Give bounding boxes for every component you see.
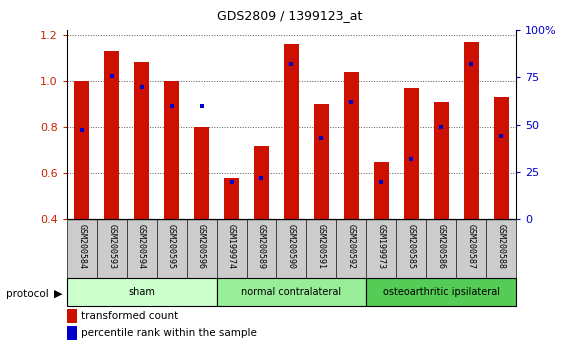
- Text: GSM200592: GSM200592: [347, 224, 356, 269]
- Text: GSM200584: GSM200584: [77, 224, 86, 269]
- Text: percentile rank within the sample: percentile rank within the sample: [81, 328, 257, 338]
- Text: GSM200585: GSM200585: [407, 224, 416, 269]
- Point: [407, 156, 416, 162]
- Text: GSM200589: GSM200589: [257, 224, 266, 269]
- Point: [77, 128, 86, 133]
- Point: [467, 61, 476, 67]
- Bar: [396, 219, 426, 278]
- Bar: [277, 219, 306, 278]
- Bar: [464, 42, 478, 219]
- Point: [107, 73, 116, 78]
- Bar: [224, 178, 239, 219]
- Bar: [426, 219, 456, 278]
- Point: [287, 61, 296, 67]
- Bar: [284, 44, 299, 219]
- Bar: [456, 219, 486, 278]
- Text: sham: sham: [128, 287, 155, 297]
- Point: [496, 133, 506, 139]
- Text: GSM199973: GSM199973: [377, 224, 386, 269]
- Bar: [404, 88, 419, 219]
- Bar: [494, 97, 509, 219]
- Text: GDS2809 / 1399123_at: GDS2809 / 1399123_at: [218, 9, 362, 22]
- Bar: [134, 62, 149, 219]
- Bar: [187, 219, 216, 278]
- Text: GSM200587: GSM200587: [467, 224, 476, 269]
- Bar: [314, 104, 329, 219]
- Bar: [246, 219, 277, 278]
- Bar: [104, 51, 119, 219]
- Bar: [374, 162, 389, 219]
- Bar: [74, 81, 89, 219]
- Text: GSM200596: GSM200596: [197, 224, 206, 269]
- Text: ▶: ▶: [54, 289, 63, 299]
- Bar: [367, 219, 396, 278]
- Point: [257, 175, 266, 181]
- Text: GSM200595: GSM200595: [167, 224, 176, 269]
- Bar: [157, 219, 187, 278]
- Text: GSM200590: GSM200590: [287, 224, 296, 269]
- Text: normal contralateral: normal contralateral: [241, 287, 342, 297]
- Bar: [67, 219, 97, 278]
- Text: GSM199974: GSM199974: [227, 224, 236, 269]
- Text: GSM200591: GSM200591: [317, 224, 326, 269]
- Text: GSM200588: GSM200588: [496, 224, 506, 269]
- Bar: [434, 102, 449, 219]
- Point: [137, 84, 146, 90]
- Point: [437, 124, 446, 130]
- Bar: [306, 219, 336, 278]
- Point: [347, 99, 356, 105]
- Bar: [344, 72, 359, 219]
- Text: GSM200594: GSM200594: [137, 224, 146, 269]
- Bar: [97, 219, 126, 278]
- Point: [317, 135, 326, 141]
- Bar: [126, 219, 157, 278]
- Point: [167, 103, 176, 109]
- Text: transformed count: transformed count: [81, 311, 179, 321]
- Point: [227, 179, 236, 184]
- Text: osteoarthritic ipsilateral: osteoarthritic ipsilateral: [383, 287, 500, 297]
- Point: [197, 103, 206, 109]
- Text: GSM200593: GSM200593: [107, 224, 116, 269]
- Bar: [486, 219, 516, 278]
- Bar: [216, 219, 246, 278]
- Bar: [336, 219, 367, 278]
- Point: [377, 179, 386, 184]
- Text: protocol: protocol: [6, 289, 49, 299]
- Bar: [254, 145, 269, 219]
- Bar: [164, 81, 179, 219]
- Bar: [216, 278, 367, 306]
- Text: GSM200586: GSM200586: [437, 224, 446, 269]
- Bar: [67, 278, 216, 306]
- Bar: [367, 278, 516, 306]
- Bar: [194, 127, 209, 219]
